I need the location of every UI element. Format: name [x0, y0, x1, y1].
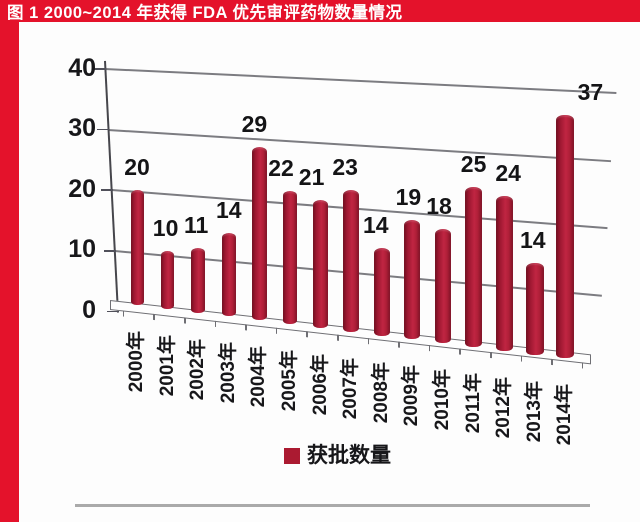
bar-2003年: [221, 233, 236, 317]
y-tick-label: 0: [82, 296, 96, 324]
bar-2007年: [343, 189, 359, 332]
x-axis-tick: [520, 354, 523, 361]
figure-title: 图 1 2000~2014 年获得 FDA 优先审评药物数量情况: [7, 4, 403, 22]
x-category-label: 2002年: [187, 338, 209, 400]
bar-value-label: 37: [577, 79, 604, 106]
bar-value-label: 14: [363, 212, 389, 239]
y-axis-tick: [106, 310, 119, 313]
bar-2001年: [160, 250, 175, 309]
x-axis-tick: [184, 316, 186, 323]
bar-value-label: 24: [495, 159, 521, 186]
x-axis-tick: [459, 347, 462, 354]
y-tick-label: 40: [68, 53, 96, 82]
bar-value-label: 29: [241, 110, 268, 137]
bar-2009年: [404, 220, 421, 340]
y-axis-tick: [94, 68, 107, 70]
bar-value-label: 21: [298, 163, 325, 190]
x-category-label: 2008年: [370, 361, 392, 423]
bar-2010年: [434, 229, 452, 344]
x-category-label: 2013年: [523, 380, 545, 442]
y-axis-line: [104, 60, 120, 313]
bar-2006年: [313, 199, 329, 328]
y-axis-tick: [97, 128, 110, 131]
x-category-label: 2012年: [493, 376, 515, 439]
x-category-label: 2006年: [309, 353, 331, 416]
bar-value-label: 25: [460, 151, 487, 178]
bar-2008年: [373, 248, 390, 336]
x-axis-tick: [428, 344, 431, 351]
y-axis-tick: [103, 249, 116, 252]
bar-2005年: [282, 191, 298, 325]
x-category-label: 2007年: [340, 357, 362, 420]
bar-value-label: 14: [520, 227, 546, 254]
bar-2011年: [465, 187, 483, 347]
bar-2000年: [130, 190, 144, 305]
x-category-label: 2000年: [126, 331, 147, 393]
bar-value-label: 22: [268, 155, 294, 182]
y-axis-tick: [100, 189, 113, 192]
bar-2004年: [252, 146, 267, 321]
bar-2002年: [191, 248, 206, 313]
x-axis-tick: [490, 350, 492, 358]
bar-value-label: 23: [332, 153, 358, 180]
x-category-label: 2005年: [279, 350, 300, 412]
x-axis-tick: [275, 326, 278, 333]
y-tick-label: 30: [68, 114, 96, 143]
bottom-divider: [75, 504, 590, 507]
bar-value-label: 14: [216, 197, 242, 224]
x-axis-tick: [122, 309, 125, 316]
bar-value-label: 18: [426, 193, 452, 220]
bar-value-label: 20: [124, 154, 150, 180]
figure-caption-bar: 图 1 2000~2014 年获得 FDA 优先审评药物数量情况: [0, 0, 640, 22]
legend-swatch: [284, 448, 300, 464]
x-axis-tick: [245, 323, 247, 330]
x-category-label: 2001年: [156, 334, 178, 397]
x-category-label: 2014年: [554, 384, 576, 446]
x-category-label: 2010年: [432, 369, 453, 431]
bar-chart: 0 10 20 30 40 20 10 11 14 29 22 21 23 14 19 18 25 24 14 37…: [0, 22, 640, 482]
bar-value-label: 19: [395, 184, 422, 211]
bar-value-label: 10: [152, 214, 179, 241]
x-axis-tick: [153, 312, 156, 320]
x-category-label: 2009年: [401, 365, 423, 427]
left-accent-strip: [0, 22, 19, 522]
x-axis-tick: [337, 333, 339, 340]
y-tick-label: 20: [68, 174, 96, 203]
x-axis-tick: [306, 330, 309, 337]
bar-2012年: [495, 195, 513, 351]
bar-value-label: 11: [184, 212, 209, 239]
x-category-label: 2004年: [248, 346, 270, 408]
x-axis-tick: [581, 361, 584, 368]
bar-2013年: [526, 263, 544, 355]
y-tick-label: 10: [68, 235, 96, 264]
bar-2014年: [556, 115, 575, 359]
x-axis-tick: [398, 340, 400, 347]
gridline-40: [105, 68, 617, 94]
x-category-label: 2011年: [462, 373, 484, 434]
x-axis-tick: [367, 337, 370, 344]
x-category-label: 2003年: [217, 342, 239, 404]
legend-label: 获批数量: [307, 444, 391, 467]
x-axis-tick: [214, 319, 217, 327]
gridline-30: [108, 128, 612, 162]
x-axis-tick: [551, 357, 553, 365]
